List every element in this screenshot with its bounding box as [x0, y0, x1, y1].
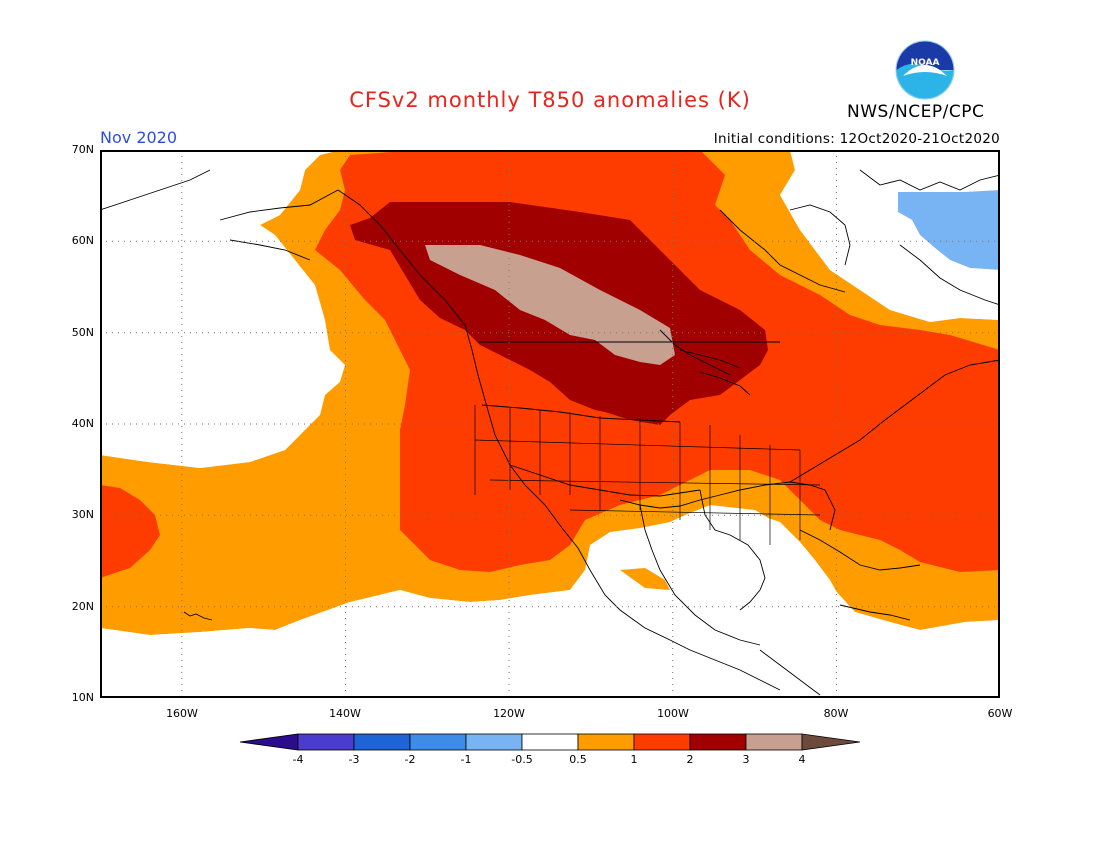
legend-tick-minus05: -0.5 — [511, 753, 533, 766]
lon-label-80w: 80W — [823, 707, 849, 720]
legend-swatch-2-3 — [689, 733, 747, 751]
noaa-logo-icon: NOAA — [895, 40, 955, 100]
lat-label-70n: 70N — [71, 143, 94, 156]
lon-label-120w: 120W — [493, 707, 525, 720]
lat-label-50n: 50N — [71, 326, 94, 339]
legend-swatch-minus1-minus05 — [465, 733, 523, 751]
initial-conditions-label: Initial conditions: 12Oct2020-21Oct2020 — [713, 131, 1000, 147]
chart-title: CFSv2 monthly T850 anomalies (K) — [349, 88, 751, 112]
organization-label: NWS/NCEP/CPC — [847, 102, 985, 122]
legend-swatch-1-2 — [633, 733, 691, 751]
legend-tick-1: 1 — [630, 753, 638, 766]
lat-label-30n: 30N — [71, 508, 94, 521]
color-legend — [239, 733, 861, 751]
legend-swatch-minus3-minus2 — [353, 733, 411, 751]
legend-tick-minus2: -2 — [404, 753, 416, 766]
anomaly-region-red-orange-west — [100, 485, 160, 578]
lon-label-160w: 160W — [166, 707, 198, 720]
legend-tick-minus4: -4 — [292, 753, 304, 766]
legend-tick-minus1: -1 — [460, 753, 472, 766]
lon-label-140w: 140W — [329, 707, 361, 720]
legend-swatch-05-1 — [577, 733, 635, 751]
lat-label-10n: 10N — [71, 691, 94, 704]
legend-swatch-minus2-minus1 — [409, 733, 467, 751]
legend-swatch-above-4 — [801, 733, 861, 751]
lat-label-40n: 40N — [71, 417, 94, 430]
forecast-month-label: Nov 2020 — [100, 128, 178, 147]
legend-tick-minus3: -3 — [348, 753, 360, 766]
legend-tick-2: 2 — [686, 753, 694, 766]
legend-tick-05: 0.5 — [569, 753, 587, 766]
legend-tick-4: 4 — [798, 753, 806, 766]
legend-tick-3: 3 — [742, 753, 750, 766]
anomaly-region-light-blue — [898, 190, 1000, 270]
logo-text: NOAA — [911, 58, 940, 68]
anomaly-map — [100, 150, 1000, 698]
lon-label-60w: 60W — [987, 707, 1013, 720]
lat-label-20n: 20N — [71, 600, 94, 613]
lat-label-60n: 60N — [71, 234, 94, 247]
legend-swatch-3-4 — [745, 733, 803, 751]
legend-swatch-neutral — [521, 733, 579, 751]
lon-label-100w: 100W — [657, 707, 689, 720]
legend-swatch-minus4-minus3 — [297, 733, 355, 751]
legend-swatch-below-minus4 — [239, 733, 299, 751]
anomaly-region-tan — [425, 245, 675, 365]
